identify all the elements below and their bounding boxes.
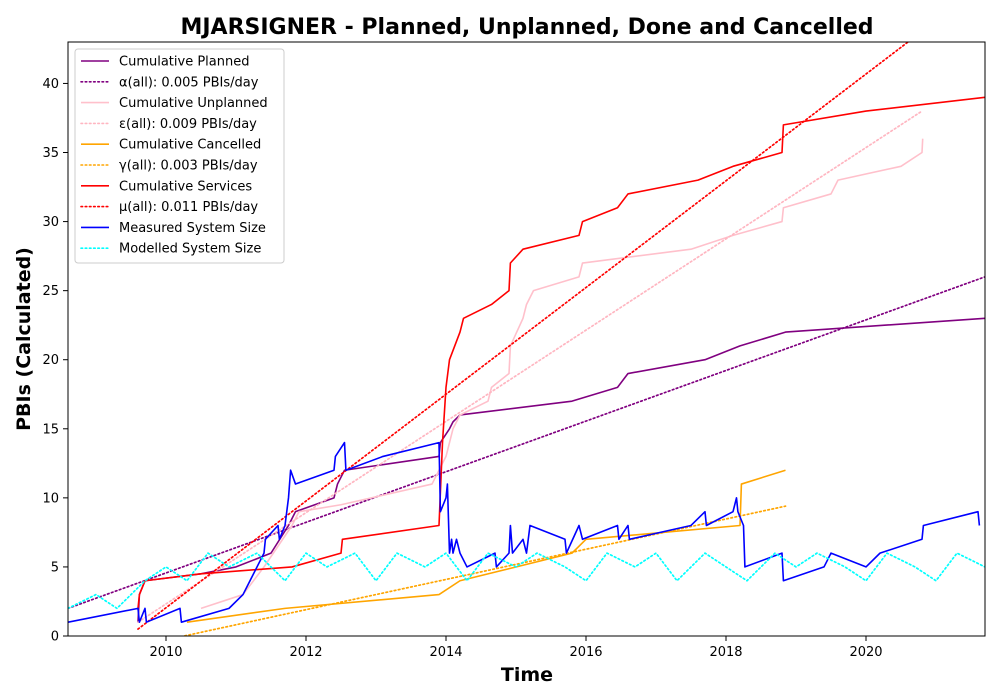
series-line-modelled-system-size [68,552,985,610]
legend-label: γ(all): 0.003 PBIs/day [119,159,258,174]
legend: Cumulative Planned α(all): 0.005 PBIs/day… [74,48,285,264]
x-tick-label: 2018 [709,645,742,660]
series-line-measured-system-size [68,441,981,623]
series-line-all-0-005-pbis-day [68,275,985,610]
legend-label: Modelled System Size [119,242,261,257]
y-tick-label: 20 [42,353,59,368]
y-tick-label: 35 [42,146,59,161]
x-tick-label: 2014 [429,645,462,660]
y-tick-label: 5 [51,560,59,575]
x-tick-label: 2016 [569,645,602,660]
plot-frame [67,41,986,637]
legend-label: Cumulative Services [119,179,252,194]
series-line-cumulative-planned [137,317,985,623]
legend-label: Measured System Size [119,221,266,236]
legend-box [74,48,285,264]
series-line-all-0-003-pbis-day [179,505,787,636]
y-tick-label: 10 [42,491,59,506]
series-line-all-0-011-pbis-day [137,42,909,630]
x-tick-label: 2010 [149,645,182,660]
legend-label: Cumulative Cancelled [119,138,261,153]
series-line-all-0-009-pbis-day [137,110,923,624]
legend-label: α(all): 0.005 PBIs/day [119,75,259,90]
x-axis-label: Time [501,664,553,686]
y-axis-label: PBIs (Calculated) [13,247,35,431]
plot-area: 2010 2012 2014 2016 2018 2020 0 5 10 15 20 25 30 35 40 [42,41,986,660]
chart-title: MJARSIGNER - Planned, Unplanned, Done an… [180,15,873,40]
y-tick-label: 30 [42,215,59,230]
x-tick-label: 2020 [849,645,882,660]
y-tick-label: 0 [51,630,59,645]
series-line-cumulative-cancelled [186,469,786,623]
series-line-cumulative-unplanned [200,138,924,610]
y-tick-label: 40 [42,77,59,92]
legend-label: Cumulative Planned [119,55,249,70]
y-tick-label: 25 [42,284,59,299]
legend-label: μ(all): 0.011 PBIs/day [119,200,258,215]
y-tick-label: 15 [42,422,59,437]
series-line-cumulative-services [137,96,985,609]
x-tick-label: 2012 [289,645,322,660]
legend-label: ε(all): 0.009 PBIs/day [119,117,257,132]
legend-label: Cumulative Unplanned [119,96,268,111]
